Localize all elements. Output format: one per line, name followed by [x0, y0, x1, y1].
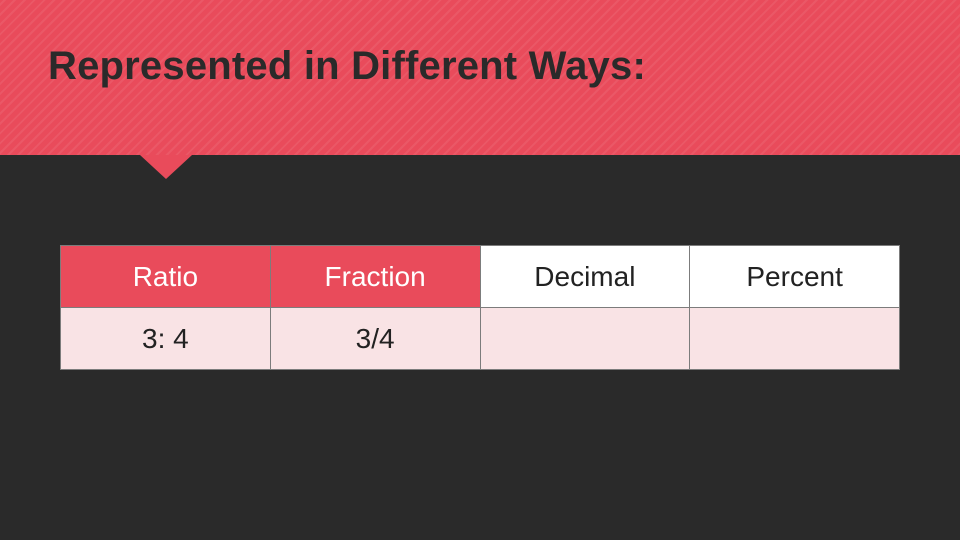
- header-notch-icon: [140, 155, 192, 179]
- representation-table: Ratio Fraction Decimal Percent 3: 4 3/4: [60, 245, 900, 370]
- col-header-ratio: Ratio: [61, 246, 271, 308]
- cell-percent: [690, 308, 900, 370]
- col-header-decimal: Decimal: [480, 246, 690, 308]
- cell-ratio: 3: 4: [61, 308, 271, 370]
- col-header-fraction: Fraction: [270, 246, 480, 308]
- slide: Represented in Different Ways: Ratio Fra…: [0, 0, 960, 540]
- col-header-percent: Percent: [690, 246, 900, 308]
- cell-decimal: [480, 308, 690, 370]
- slide-title: Represented in Different Ways:: [48, 44, 646, 89]
- table-header-row: Ratio Fraction Decimal Percent: [61, 246, 900, 308]
- table-row: 3: 4 3/4: [61, 308, 900, 370]
- slide-content: Ratio Fraction Decimal Percent 3: 4 3/4: [60, 245, 900, 370]
- slide-header: Represented in Different Ways:: [0, 0, 960, 155]
- cell-fraction: 3/4: [270, 308, 480, 370]
